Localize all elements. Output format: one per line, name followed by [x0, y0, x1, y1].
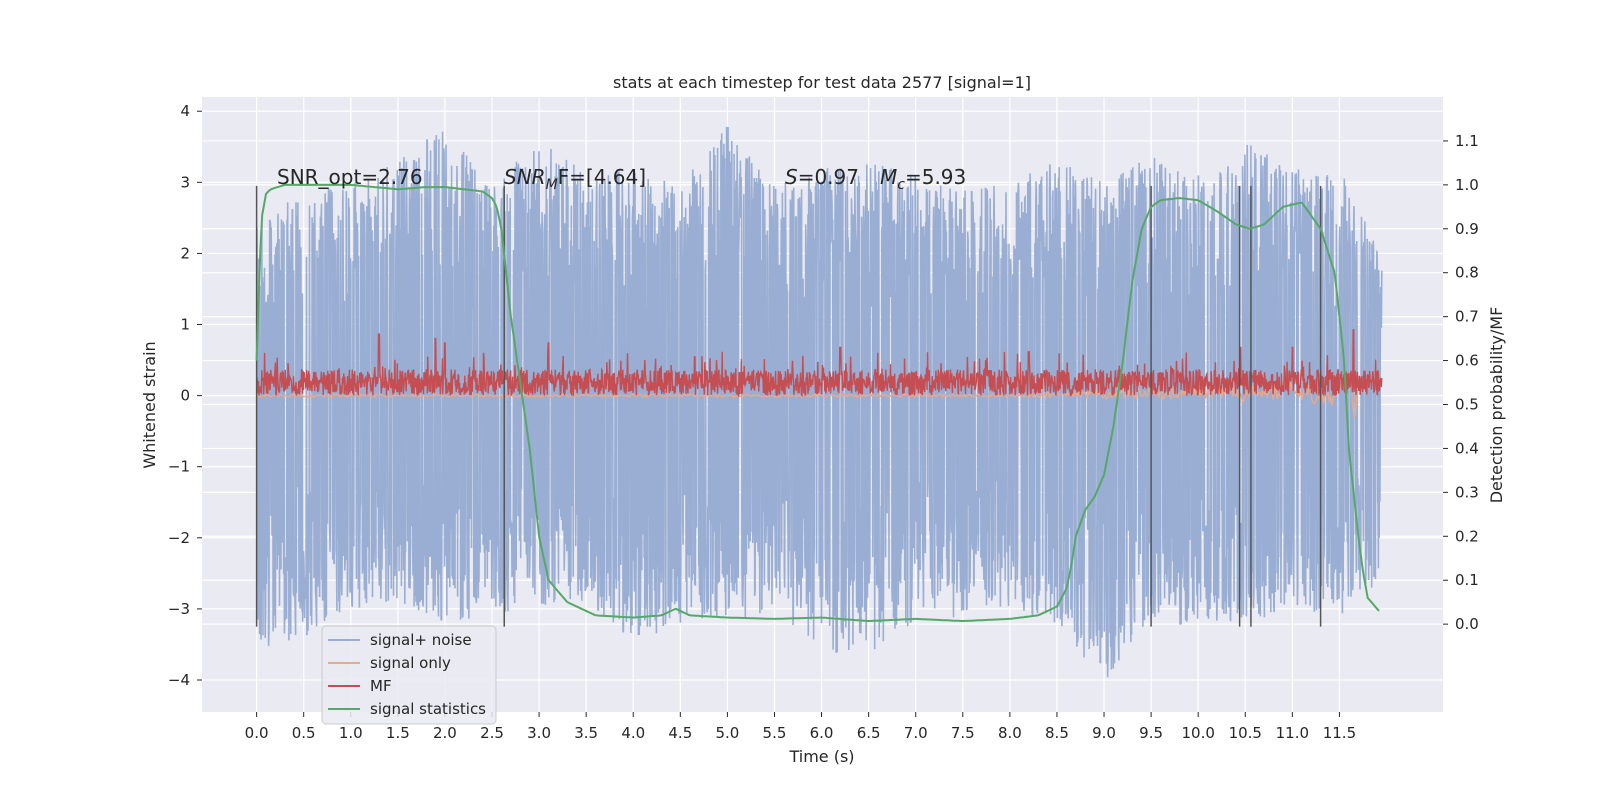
annotation-snr-mf-main: SNR — [504, 165, 546, 189]
x-tick-label: 1.5 — [386, 724, 410, 742]
y-tick-label: −3 — [168, 600, 190, 618]
legend-label: MF — [370, 677, 392, 695]
series-signal-only — [256, 374, 1359, 420]
annotation-mc-value: =5.93 — [905, 165, 966, 189]
x-tick-label: 5.5 — [763, 724, 787, 742]
annotation-snr-mf-sub: M — [546, 177, 558, 193]
x-tick-label: 8.5 — [1045, 724, 1069, 742]
x-tick-label: 8.0 — [998, 724, 1022, 742]
x-tick-label: 7.5 — [951, 724, 975, 742]
x-tick-label: 4.5 — [668, 724, 692, 742]
y-tick-label: 4 — [180, 102, 190, 120]
x-tick-label: 2.5 — [480, 724, 504, 742]
y-tick-label: 3 — [180, 173, 190, 191]
annotation-s: S=0.97 — [785, 165, 859, 189]
x-tick-label: 6.5 — [857, 724, 881, 742]
y2-tick-label: 0.6 — [1455, 352, 1479, 370]
legend: signal+ noise signal only MF signal statist… — [321, 625, 497, 725]
y-tick-label: −2 — [168, 529, 190, 547]
x-tick-label: 11.5 — [1323, 724, 1356, 742]
series-signal-noise — [255, 126, 1383, 678]
y-axis-label: Whitened strain — [140, 341, 159, 468]
series-signal-statistics — [255, 183, 1380, 622]
legend-label: signal statistics — [370, 700, 486, 718]
y2-tick-label: 0.8 — [1455, 264, 1479, 282]
y2-tick-label: 0.0 — [1455, 615, 1479, 633]
y2-tick-label: 0.4 — [1455, 439, 1479, 457]
x-tick-label: 3.0 — [527, 724, 551, 742]
y2-axis-label: Detection probability/MF — [1487, 307, 1506, 504]
annotation-snr-mf: SNRMF=[4.64] — [504, 165, 646, 193]
x-tick-label: 2.0 — [433, 724, 457, 742]
annotation-mc: Mc=5.93 — [880, 165, 966, 193]
y-tick-label: 0 — [180, 387, 190, 405]
y2-tick-label: 1.0 — [1455, 176, 1479, 194]
annotation-mc-main: M — [880, 165, 897, 189]
y2-tick-label: 0.3 — [1455, 483, 1479, 501]
x-tick-label: 7.0 — [904, 724, 928, 742]
x-tick-label: 0.5 — [292, 724, 316, 742]
y2-tick-label: 1.1 — [1455, 132, 1479, 150]
annotation-snr-opt: SNR_opt=2.76 — [277, 165, 423, 189]
y-tick-label: −4 — [168, 671, 190, 689]
series-mf — [256, 329, 1383, 398]
y2-tick-label: 0.7 — [1455, 308, 1479, 326]
annotation-s-label: S — [785, 165, 798, 189]
y-tick-label: 1 — [180, 316, 190, 334]
x-tick-label: 6.0 — [810, 724, 834, 742]
x-tick-label: 9.5 — [1139, 724, 1163, 742]
y2-tick-label: 0.5 — [1455, 396, 1479, 414]
y2-tick-label: 0.2 — [1455, 527, 1479, 545]
x-tick-label: 10.5 — [1229, 724, 1262, 742]
annotation-s-value: =0.97 — [798, 165, 859, 189]
chart-title: stats at each timestep for test data 257… — [613, 73, 1031, 92]
x-axis-label: Time (s) — [788, 747, 854, 766]
y2-tick-label: 0.1 — [1455, 571, 1479, 589]
x-tick-label: 9.0 — [1092, 724, 1116, 742]
x-tick-label: 11.0 — [1276, 724, 1309, 742]
y2-tick-label: 0.9 — [1455, 220, 1479, 238]
y-tick-label: −1 — [168, 458, 190, 476]
series-layer — [255, 126, 1383, 678]
annotation-mc-sub: c — [897, 177, 905, 193]
x-tick-label: 4.0 — [621, 724, 645, 742]
x-tick-label: 1.0 — [339, 724, 363, 742]
annotation-snr-mf-rest: F=[4.64] — [558, 165, 646, 189]
x-tick-label: 3.5 — [574, 724, 598, 742]
legend-label: signal+ noise — [370, 631, 472, 649]
x-tick-label: 10.0 — [1181, 724, 1214, 742]
y-tick-label: 2 — [180, 244, 190, 262]
legend-label: signal only — [370, 654, 451, 672]
x-tick-label: 5.0 — [715, 724, 739, 742]
legend-box — [321, 625, 497, 725]
x-tick-label: 0.0 — [245, 724, 269, 742]
axis-layer: 0.0 0.5 1.0 1.5 2.0 2.5 3.0 3.5 4.0 4.5 5.0 5.5 6.0 6… — [168, 102, 1479, 742]
